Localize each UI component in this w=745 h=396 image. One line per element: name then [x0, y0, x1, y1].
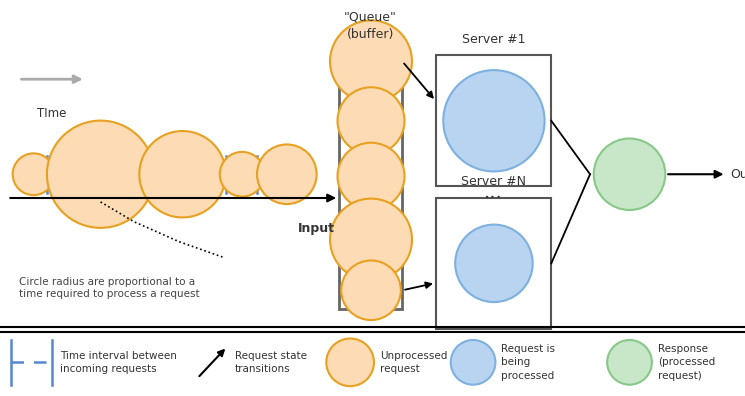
Bar: [436, 198, 551, 329]
Ellipse shape: [220, 152, 264, 196]
Text: Server #1: Server #1: [462, 32, 525, 46]
Ellipse shape: [337, 143, 405, 210]
Text: Response
(processed
request): Response (processed request): [658, 344, 715, 381]
Ellipse shape: [341, 261, 401, 320]
Ellipse shape: [594, 139, 665, 210]
Text: Server #N: Server #N: [461, 175, 526, 188]
Text: Circle radius are proportional to a
time required to process a request: Circle radius are proportional to a time…: [19, 277, 199, 299]
Text: (buffer): (buffer): [347, 28, 394, 41]
Ellipse shape: [455, 225, 533, 302]
Text: Input: Input: [298, 222, 335, 235]
Ellipse shape: [337, 87, 405, 154]
Ellipse shape: [257, 145, 317, 204]
Bar: [339, 40, 402, 309]
Ellipse shape: [330, 21, 412, 102]
Ellipse shape: [326, 339, 374, 386]
Text: TIme: TIme: [37, 107, 67, 120]
Ellipse shape: [607, 340, 652, 385]
Text: Time interval between
incoming requests: Time interval between incoming requests: [60, 351, 177, 374]
Ellipse shape: [443, 70, 545, 171]
Ellipse shape: [139, 131, 226, 217]
Ellipse shape: [47, 121, 154, 228]
Text: Request is
being
processed: Request is being processed: [501, 344, 555, 381]
Text: "Queue": "Queue": [344, 11, 397, 24]
Text: ...: ...: [484, 183, 503, 202]
Text: Request state
transitions: Request state transitions: [235, 351, 307, 374]
Text: Unprocessed
request: Unprocessed request: [380, 351, 447, 374]
Text: Output: Output: [730, 168, 745, 181]
Ellipse shape: [451, 340, 495, 385]
Bar: [436, 55, 551, 186]
Ellipse shape: [13, 153, 54, 195]
Ellipse shape: [330, 199, 412, 280]
